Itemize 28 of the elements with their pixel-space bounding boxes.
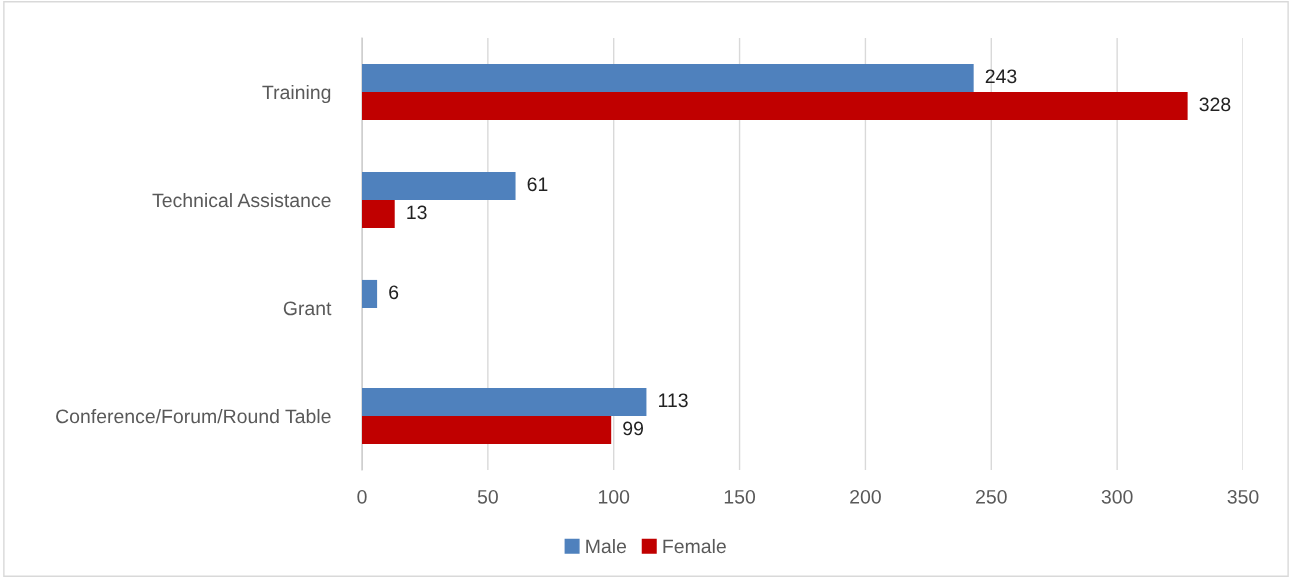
x-tick-label: 0 — [357, 489, 367, 504]
bar — [362, 92, 1188, 121]
data-label: 243 — [985, 69, 1017, 84]
bar — [362, 416, 612, 445]
data-label: 328 — [1199, 97, 1231, 112]
data-label: 113 — [659, 393, 688, 408]
legend-label: Female — [663, 538, 726, 554]
bar — [362, 171, 516, 200]
bar — [362, 387, 647, 416]
x-tick-label: 50 — [477, 489, 498, 504]
data-label: 6 — [389, 285, 399, 300]
data-label: 99 — [623, 421, 644, 436]
x-tick-label: 300 — [1101, 489, 1133, 504]
bar — [362, 200, 395, 229]
data-label: 61 — [527, 177, 548, 192]
x-tick-label: 250 — [976, 489, 1007, 504]
y-tick-label: Conference/Forum/Round Table — [56, 408, 331, 424]
bar — [362, 279, 378, 308]
y-tick-label: Grant — [283, 301, 332, 316]
x-tick-label: 100 — [598, 489, 630, 504]
legend-label: Male — [586, 538, 627, 554]
y-tick-label: Training — [262, 84, 331, 104]
x-tick-label: 200 — [850, 489, 881, 504]
bar — [362, 63, 974, 92]
y-tick-label: Technical Assistance — [152, 192, 331, 208]
data-label: 13 — [407, 205, 427, 220]
x-tick-label: 350 — [1227, 489, 1259, 504]
x-tick-label: 150 — [724, 489, 756, 504]
